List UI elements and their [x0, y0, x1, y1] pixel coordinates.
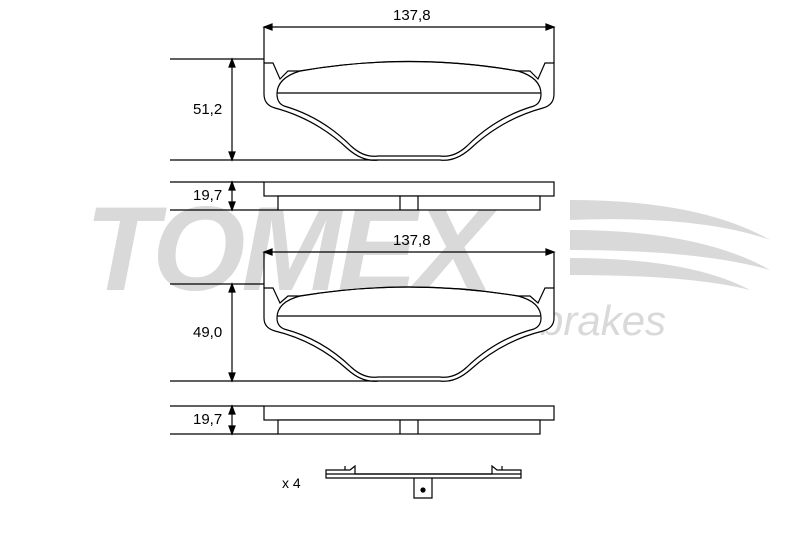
dim-top-width: 137,8 — [393, 7, 431, 24]
dim-top-thickness: 19,7 — [193, 187, 222, 204]
clip-count-label: x 4 — [282, 475, 301, 491]
dim-bot-width: 137,8 — [393, 232, 431, 249]
dim-bot-height: 49,0 — [193, 324, 222, 341]
dim-top-height: 51,2 — [193, 101, 222, 118]
brake-pad-diagram — [0, 0, 800, 534]
dim-bot-thickness: 19,7 — [193, 411, 222, 428]
